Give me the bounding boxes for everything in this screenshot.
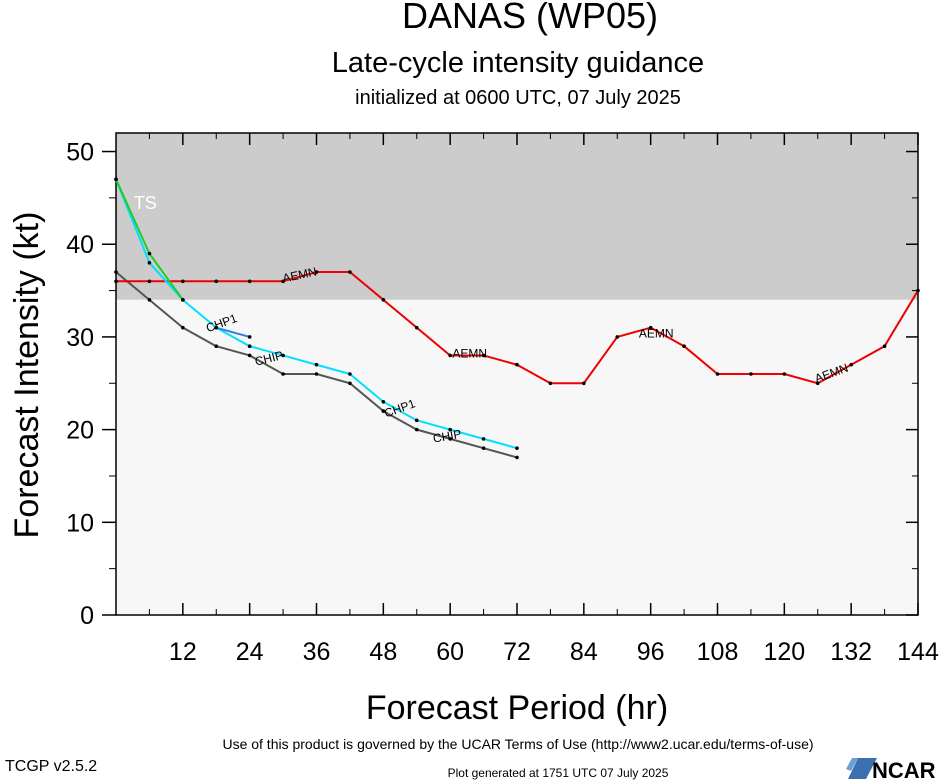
y-tick-label: 10	[66, 509, 94, 537]
data-point	[181, 325, 185, 330]
data-point	[247, 344, 252, 348]
data-point	[381, 298, 386, 302]
axes: 12 24 36 48 60 72 84 96 108 120 132 144 0 10 20 30 40 50	[66, 132, 939, 666]
x-tick-label: 108	[697, 638, 739, 666]
version-label: TCGP v2.5.2	[5, 758, 97, 775]
data-point	[348, 381, 352, 386]
data-point	[515, 455, 519, 460]
band-label-ts: TS	[134, 193, 157, 213]
data-point	[147, 251, 152, 256]
terms-of-use-text: Use of this product is governed by the U…	[222, 736, 813, 752]
data-point	[782, 372, 787, 376]
x-tick-label: 84	[570, 638, 598, 666]
data-point	[648, 325, 653, 330]
data-point	[114, 177, 118, 182]
data-point	[414, 418, 419, 423]
data-point	[214, 325, 219, 330]
data-point	[348, 372, 352, 376]
chart-subtitle: Late-cycle intensity guidance	[332, 47, 704, 79]
y-tick-label: 20	[66, 417, 94, 445]
data-point	[448, 437, 452, 441]
series-label: AEMN	[452, 347, 487, 361]
y-tick-label: 0	[80, 602, 94, 630]
intensity-bands: TS	[116, 133, 918, 615]
data-point	[715, 372, 720, 376]
chart-title: DANAS (WP05)	[402, 0, 658, 36]
data-point	[147, 279, 152, 284]
data-point	[114, 270, 118, 274]
x-tick-label: 144	[897, 638, 939, 666]
data-point	[147, 298, 152, 302]
y-tick-label: 40	[66, 231, 94, 259]
x-tick-label: 24	[236, 638, 264, 666]
data-point	[281, 353, 285, 358]
chart-subtitle-init: initialized at 0600 UTC, 07 July 2025	[355, 87, 681, 109]
data-point	[515, 446, 519, 450]
x-tick-label: 48	[369, 638, 397, 666]
data-point	[147, 260, 152, 265]
data-point	[481, 446, 486, 450]
data-point	[882, 344, 887, 348]
data-point	[314, 372, 319, 376]
x-tick-label: 60	[436, 638, 464, 666]
y-axis-label: Forecast Intensity (kt)	[8, 212, 46, 539]
data-point	[214, 344, 219, 348]
series-label: CHIP	[253, 348, 284, 369]
data-point	[548, 381, 553, 386]
data-point	[448, 353, 452, 358]
series-label: CHIP	[432, 427, 463, 446]
y-tick-label: 30	[66, 324, 94, 352]
band-0	[116, 133, 918, 300]
data-point	[281, 279, 285, 284]
data-point	[916, 288, 920, 293]
data-point	[381, 400, 386, 404]
data-point	[314, 362, 319, 367]
data-point	[348, 270, 352, 274]
data-point	[515, 362, 519, 367]
x-tick-label: 96	[637, 638, 665, 666]
data-point	[615, 335, 620, 339]
x-tick-label: 72	[503, 638, 531, 666]
series-label: AEMN	[639, 326, 674, 340]
data-point	[849, 362, 853, 367]
x-axis-label: Forecast Period (hr)	[366, 689, 668, 727]
y-tick-label: 50	[66, 139, 94, 167]
data-point	[314, 270, 319, 274]
x-tick-label: 12	[169, 638, 197, 666]
x-tick-label: 36	[303, 638, 331, 666]
data-point	[582, 381, 586, 386]
x-tick-label: 120	[763, 638, 805, 666]
x-tick-label: 132	[830, 638, 872, 666]
series-lines	[114, 177, 920, 460]
data-point	[381, 409, 386, 413]
data-point	[448, 427, 452, 432]
data-point	[414, 325, 419, 330]
generated-timestamp: Plot generated at 1751 UTC 07 July 2025	[448, 766, 669, 780]
ncar-logo-mark	[848, 758, 877, 779]
data-point	[247, 279, 252, 284]
data-point	[481, 353, 486, 358]
data-point	[247, 353, 252, 358]
series-line-3	[215, 326, 250, 338]
data-point	[414, 427, 419, 432]
data-point	[481, 437, 486, 441]
data-point	[749, 372, 753, 376]
ncar-logo: NCAR	[846, 758, 936, 780]
data-point	[114, 279, 118, 284]
data-point	[181, 279, 185, 284]
data-point	[682, 344, 686, 348]
data-point	[214, 279, 219, 284]
ncar-logo-text: NCAR	[872, 758, 936, 780]
data-point	[281, 372, 285, 376]
data-point	[181, 298, 185, 302]
data-point	[247, 335, 252, 339]
data-point	[815, 381, 820, 386]
